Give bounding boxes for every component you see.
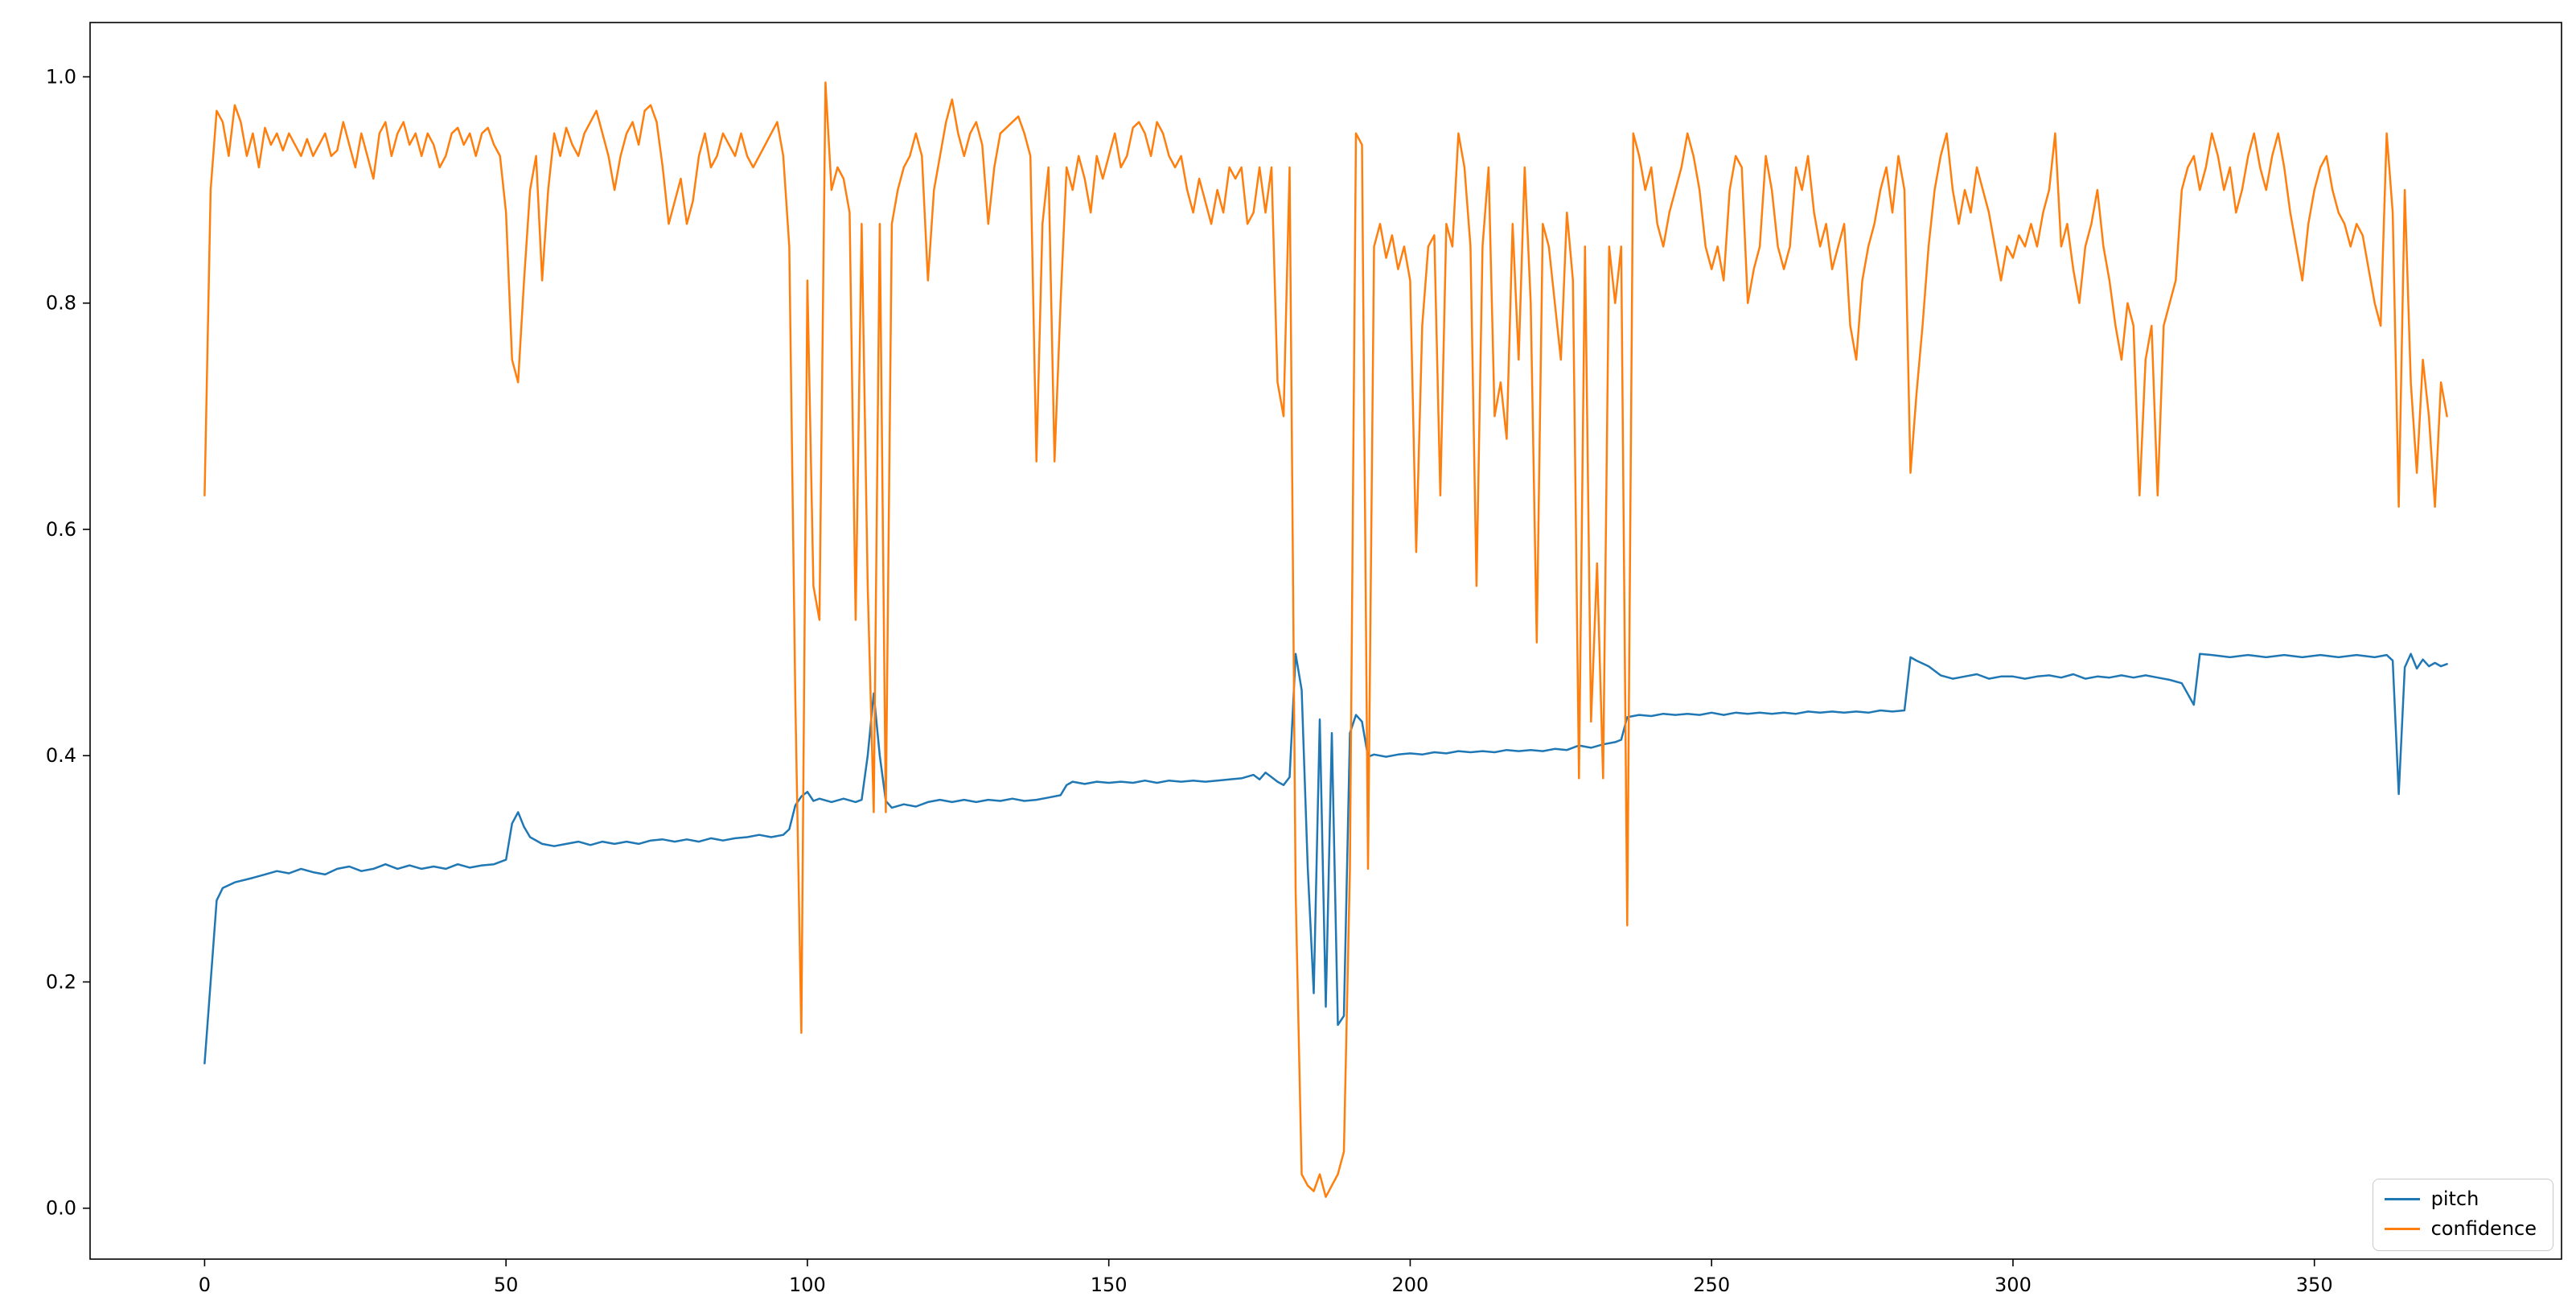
x-tick-label: 100 (789, 1274, 826, 1296)
y-tick-label: 0.2 (46, 970, 76, 993)
legend-label-confidence: confidence (2430, 1217, 2537, 1241)
legend-label-pitch: pitch (2430, 1188, 2479, 1211)
x-tick-label: 250 (1693, 1274, 1730, 1296)
x-tick-label: 350 (2296, 1274, 2333, 1296)
y-tick-label: 1.0 (46, 65, 76, 88)
x-tick-label: 200 (1392, 1274, 1429, 1296)
legend-swatch-pitch (2384, 1198, 2420, 1201)
x-tick-label: 50 (494, 1274, 519, 1296)
series-line-confidence (203, 81, 2448, 1198)
plot-border (89, 22, 2562, 1260)
legend-item-pitch: pitch (2384, 1188, 2537, 1211)
x-tick-label: 300 (1995, 1274, 2032, 1296)
y-tick-label: 0.4 (46, 744, 76, 767)
x-tick-label: 0 (199, 1274, 211, 1296)
y-tick-label: 0.8 (46, 292, 76, 315)
y-tick-label: 0.6 (46, 518, 76, 541)
series-line-pitch (203, 652, 2448, 1064)
legend-item-confidence: confidence (2384, 1217, 2537, 1241)
legend: pitch confidence (2372, 1179, 2553, 1251)
y-tick-label: 0.0 (46, 1197, 76, 1220)
legend-swatch-confidence (2384, 1228, 2420, 1231)
x-tick-label: 150 (1091, 1274, 1128, 1296)
